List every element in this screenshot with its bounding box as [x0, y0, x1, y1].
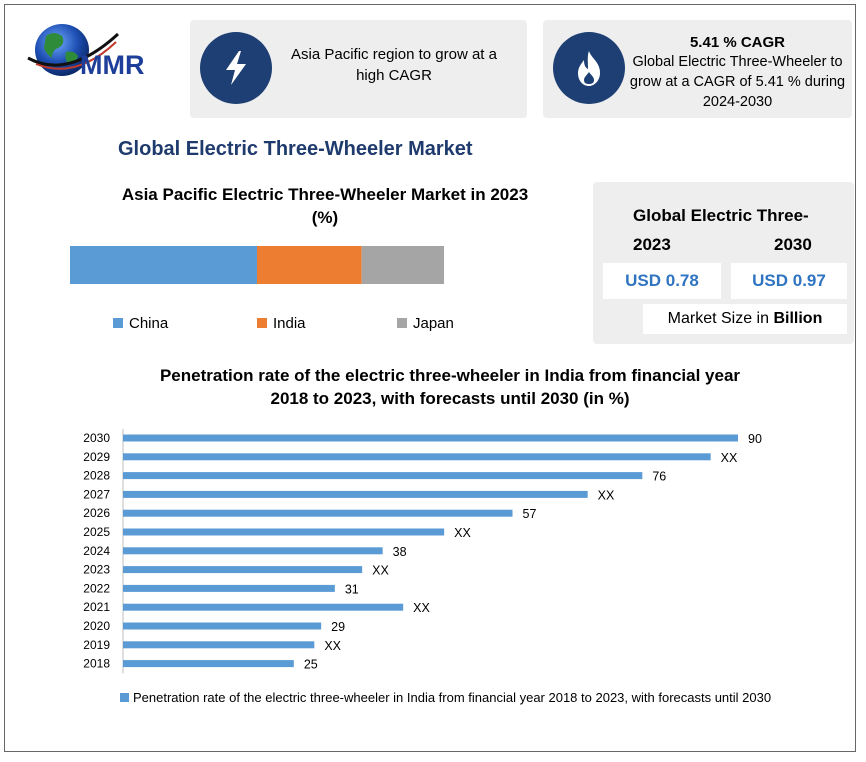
- data-label-2024: 38: [393, 545, 407, 559]
- bar-2022: [123, 584, 335, 592]
- penetration-legend-label: Penetration rate of the electric three-w…: [133, 690, 772, 705]
- category-label-2018: 2018: [83, 657, 110, 671]
- region-growth-card: Asia Pacific region to grow at a high CA…: [190, 20, 527, 118]
- legend-india-label: India: [273, 315, 306, 332]
- category-label-2023: 2023: [83, 563, 110, 577]
- legend-china: China: [113, 315, 168, 332]
- bar-2023: [123, 566, 363, 574]
- market-size-footer-prefix: Market Size in: [667, 310, 774, 327]
- legend-china-swatch: [113, 318, 123, 328]
- stack-segment-japan: [361, 246, 444, 284]
- bar-2027: [123, 490, 588, 498]
- penetration-chart-title: Penetration rate of the electric three-w…: [159, 366, 741, 408]
- category-label-2022: 2022: [83, 581, 110, 595]
- market-size-card: Global Electric Three- 2023 2030 USD 0.7…: [593, 182, 854, 344]
- bar-2019: [123, 641, 315, 649]
- bar-2025: [123, 528, 445, 536]
- data-label-2023: XX: [372, 564, 389, 578]
- data-label-2022: 31: [345, 582, 359, 596]
- data-label-2020: 29: [331, 620, 345, 634]
- legend-india: India: [257, 315, 306, 332]
- penetration-legend-swatch: [120, 693, 129, 702]
- market-year-2023: 2023: [633, 235, 671, 254]
- outer-frame: [4, 4, 856, 752]
- mmr-logo: MMR: [16, 14, 186, 84]
- cagr-card: 5.41 % CAGR Global Electric Three-Wheele…: [543, 20, 852, 118]
- asia-pacific-chart-subtitle: (%): [311, 208, 339, 227]
- category-label-2028: 2028: [83, 469, 110, 483]
- data-label-2025: XX: [454, 526, 471, 540]
- legend-japan-swatch: [397, 318, 407, 328]
- bar-2026: [123, 509, 513, 517]
- cagr-text: Global Electric Three-Wheeler to grow at…: [629, 54, 846, 110]
- globe-icon: MMR: [27, 24, 144, 80]
- category-label-2020: 2020: [83, 619, 110, 633]
- data-label-2026: 57: [523, 507, 537, 521]
- region-growth-text: Asia Pacific region to grow at a high CA…: [291, 46, 497, 84]
- asia-pacific-chart-title: Asia Pacific Electric Three-Wheeler Mark…: [60, 183, 590, 229]
- asia-pacific-chart-title-text: Asia Pacific Electric Three-Wheeler Mark…: [121, 185, 529, 204]
- svg-text:MMR: MMR: [80, 50, 144, 80]
- bar-2018: [123, 660, 294, 668]
- legend-india-swatch: [257, 318, 267, 328]
- bar-2028: [123, 472, 643, 480]
- legend-japan-label: Japan: [413, 315, 454, 332]
- bar-2030: [123, 434, 738, 442]
- main-title: Global Electric Three-Wheeler Market: [118, 138, 473, 160]
- penetration-bar-chart: 2030 90 2029 XX 2028 76 2027 XX 2026 57 2025 XX 2024…: [83, 429, 762, 674]
- category-label-2029: 2029: [83, 450, 110, 464]
- data-label-2030: 90: [748, 432, 762, 446]
- flame-icon: [553, 32, 625, 104]
- asia-pacific-stacked-bar: [70, 246, 444, 284]
- cagr-title: 5.41 % CAGR: [689, 34, 786, 51]
- category-label-2021: 2021: [83, 600, 110, 614]
- category-label-2027: 2027: [83, 487, 110, 501]
- data-label-2028: 76: [652, 470, 666, 484]
- data-label-2018: 25: [304, 658, 318, 672]
- data-label-2029: XX: [721, 451, 738, 465]
- bar-2029: [123, 453, 711, 461]
- legend-china-label: China: [129, 315, 169, 332]
- market-size-title: Global Electric Three-: [633, 206, 809, 225]
- category-label-2019: 2019: [83, 638, 110, 652]
- data-label-2027: XX: [598, 488, 615, 502]
- market-year-2030: 2030: [774, 235, 812, 254]
- category-label-2024: 2024: [83, 544, 110, 558]
- bar-2024: [123, 547, 383, 555]
- data-label-2019: XX: [324, 639, 341, 653]
- market-size-footer: Market Size in Billion: [643, 304, 847, 334]
- stack-segment-china: [70, 246, 257, 284]
- lightning-icon: [200, 32, 272, 104]
- category-label-2026: 2026: [83, 506, 110, 520]
- category-label-2030: 2030: [83, 431, 110, 445]
- data-label-2021: XX: [413, 601, 430, 615]
- market-value-2023: USD 0.78: [603, 263, 721, 299]
- category-label-2025: 2025: [83, 525, 110, 539]
- market-size-footer-unit: Billion: [773, 310, 823, 327]
- legend-japan: Japan: [397, 315, 454, 332]
- penetration-legend: Penetration rate of the electric three-w…: [120, 689, 820, 706]
- market-value-2030: USD 0.97: [731, 263, 847, 299]
- bar-2021: [123, 603, 404, 611]
- bar-2020: [123, 622, 322, 630]
- stack-segment-india: [257, 246, 362, 284]
